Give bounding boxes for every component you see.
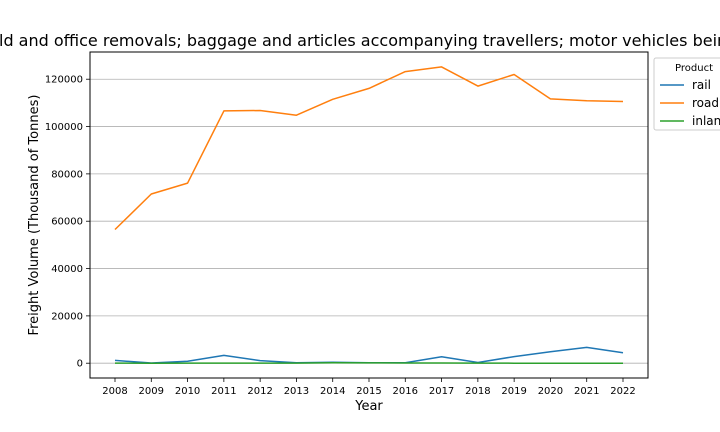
x-tick-label: 2010 [175,386,200,397]
y-tick-label: 40000 [51,264,83,275]
y-axis-title: Freight Volume (Thousand of Tonnes) [27,95,42,336]
x-tick-label: 2013 [284,386,309,397]
x-tick-label: 2011 [211,386,236,397]
chart-title: Household and office removals; baggage a… [0,31,720,50]
x-tick-label: 2019 [501,386,526,397]
x-axis-title: Year [354,399,383,414]
x-tick-label: 2015 [356,386,381,397]
legend-label: road [692,96,719,110]
legend-label: inland waterway [692,114,720,128]
x-tick-label: 2017 [429,386,454,397]
x-tick-label: 2021 [574,386,599,397]
y-tick-label: 80000 [51,169,83,180]
gridlines [90,78,648,364]
x-tick-label: 2018 [465,386,490,397]
plot-area-frame [89,51,649,379]
series-line-inland-waterway [114,361,623,364]
series-line-rail [114,346,624,364]
y-tick-label: 100000 [45,122,83,133]
series-line-road [114,66,624,231]
legend-box [653,57,720,131]
x-tick-label: 2020 [538,386,563,397]
legend-label: rail [692,78,711,92]
x-tick-label: 2014 [320,386,345,397]
x-tick-label: 2012 [247,386,272,397]
x-tick-label: 2016 [393,386,418,397]
y-tick-label: 20000 [51,311,83,322]
x-axis-ticks: 2008 2009 2010 2011 2012 2013 2014 2015 2016 2017… [102,378,636,397]
x-tick-label: 2009 [139,386,164,397]
legend-title: Product [675,63,713,74]
series-lines [114,66,624,364]
legend: Product rail road inland waterway [653,57,720,131]
y-tick-label: 120000 [45,75,83,86]
y-tick-label: 0 [77,359,83,370]
y-tick-label: 60000 [51,217,83,228]
legend-items: rail road inland waterway [660,78,720,128]
x-tick-label: 2022 [610,386,635,397]
y-axis-ticks: 0 20000 40000 60000 80000 100000 120000 [45,75,90,370]
x-tick-label: 2008 [102,386,127,397]
